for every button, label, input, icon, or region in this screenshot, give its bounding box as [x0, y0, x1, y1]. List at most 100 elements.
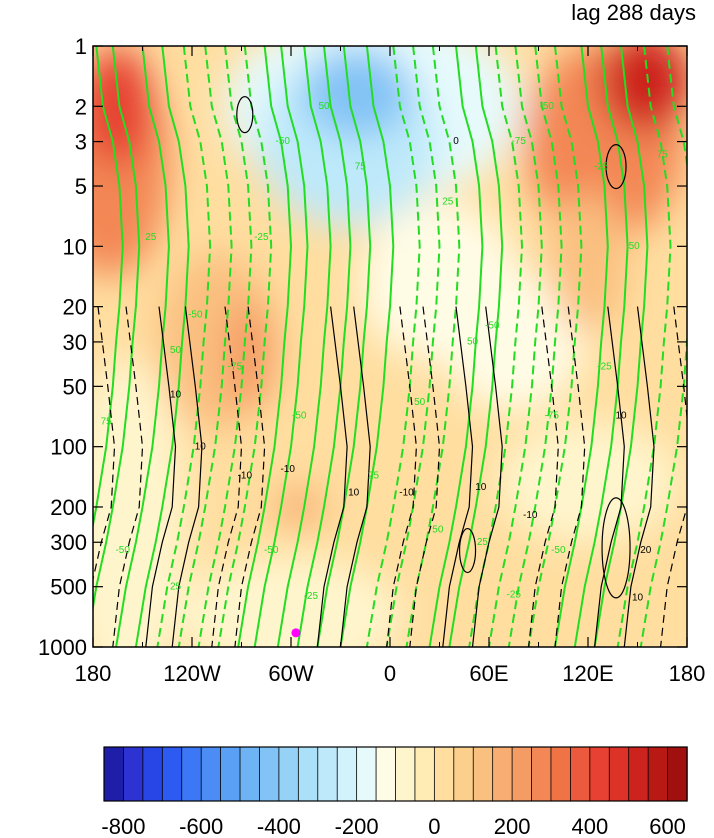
colorbar-swatch — [453, 746, 474, 802]
colorbar-frame — [103, 746, 688, 802]
colorbar-swatch — [123, 746, 144, 802]
green-contour — [237, 46, 293, 647]
y-tick-label: 1 — [75, 34, 87, 59]
colorbar-swatch — [336, 746, 358, 802]
green-contour — [593, 46, 649, 647]
green-contour-label: 25 — [170, 581, 182, 592]
black-contour-label: 10 — [475, 482, 487, 493]
green-contour-label: 50 — [629, 241, 641, 252]
green-contour — [448, 46, 504, 647]
black-contour-label: -10 — [399, 487, 414, 498]
black-contour — [528, 306, 559, 647]
colorbar-swatch — [395, 746, 416, 802]
green-contour — [115, 46, 170, 647]
green-contour-label: 50 — [414, 397, 426, 408]
green-contour-label: -50 — [485, 321, 500, 332]
y-tick-label: 50 — [63, 374, 87, 399]
shading-blob — [302, 47, 412, 138]
colorbar: -800-600-400-2000200400600800 — [101, 746, 688, 838]
colorbar-swatch — [570, 746, 591, 802]
black-contour-label: 10 — [170, 389, 182, 400]
green-contour — [296, 46, 352, 647]
colorbar-swatch — [414, 746, 436, 802]
green-contour-label: 25 — [442, 197, 454, 208]
green-contour-label: -50 — [551, 545, 566, 556]
marker — [291, 628, 301, 638]
green-contour-label: -25 — [507, 590, 522, 601]
green-contour-label: -50 — [115, 545, 130, 556]
x-tick-label: 0 — [384, 661, 396, 686]
green-contour-label: -50 — [188, 310, 203, 321]
colorbar-swatch — [239, 746, 261, 802]
y-tick-label: 2 — [75, 94, 87, 119]
shading-blob — [498, 421, 678, 542]
green-contour — [197, 46, 253, 647]
y-tick-label: 100 — [50, 435, 87, 460]
green-contour-label: -75 — [228, 362, 243, 373]
black-contour — [554, 306, 586, 647]
green-contour — [156, 46, 212, 647]
black-contour-label: 10 — [195, 441, 207, 452]
colorbar-label: 0 — [428, 814, 440, 838]
colorbar-swatch — [550, 746, 572, 802]
green-contour-label: 75 — [355, 161, 367, 172]
y-tick-label: 500 — [50, 575, 87, 600]
green-contour-label: -50 — [276, 136, 291, 147]
green-contour — [428, 46, 484, 647]
colorbar-swatch — [200, 746, 222, 802]
colorbar-swatch — [103, 746, 125, 802]
colorbar-swatch — [142, 746, 164, 802]
black-contour-label: -10 — [523, 510, 538, 521]
black-contour — [234, 306, 266, 647]
green-contour-label: 75 — [101, 416, 113, 427]
green-contour-label: 25 — [477, 537, 489, 548]
green-contour — [93, 46, 141, 613]
green-contour — [93, 46, 124, 531]
green-contour — [177, 46, 233, 647]
green-contour-label: 50 — [467, 337, 479, 348]
black-contour — [594, 306, 625, 647]
green-contour-label: -25 — [594, 161, 609, 172]
green-contour — [488, 46, 543, 647]
green-contour — [276, 46, 332, 647]
green-contour — [217, 46, 273, 647]
green-contour — [554, 46, 609, 647]
y-tick-label: 20 — [63, 295, 87, 320]
colorbar-label: 200 — [494, 814, 531, 838]
colorbar-swatch — [161, 746, 183, 802]
green-contour-label: -50 — [292, 410, 307, 421]
green-contour-label: 50 — [318, 101, 330, 112]
colorbar-swatch — [511, 746, 533, 802]
colorbar-swatch — [375, 746, 397, 802]
y-tick-label: 10 — [63, 234, 87, 259]
colorbar-label: -200 — [335, 814, 379, 838]
green-contour-label: -50 — [540, 101, 555, 112]
colorbar-swatch — [667, 746, 688, 802]
colorbar-swatch — [531, 746, 552, 802]
black-contour-label: 10 — [348, 487, 360, 498]
colorbar-swatch — [628, 746, 649, 802]
green-contour-label: -25 — [304, 591, 319, 602]
black-contour — [471, 306, 503, 647]
black-contour-loop — [605, 144, 627, 190]
green-contour — [507, 46, 563, 647]
shading-blob — [93, 46, 153, 167]
black-contour-loop — [458, 527, 477, 574]
green-contour-label: -25 — [597, 362, 612, 373]
green-contour-label: -25 — [254, 232, 269, 243]
contour-labels: 25 50 75 -50 -75 -25 -50 50 75 -50 25 50 25 50 -50 -75 -… — [101, 101, 669, 604]
green-contour-label: 25 — [145, 232, 157, 243]
black-contour-label: -10 — [238, 471, 253, 482]
magenta-dot — [291, 628, 301, 638]
x-tick-label: 120W — [163, 661, 221, 686]
colorbar-swatch — [259, 746, 280, 802]
colorbar-label: -800 — [101, 814, 145, 838]
black-contour-label: 10 — [615, 410, 627, 421]
green-contour — [405, 46, 461, 647]
x-tick-label: 120E — [562, 661, 613, 686]
black-contour — [409, 306, 441, 647]
x-tick-label: 180 — [669, 661, 706, 686]
black-contour-loop — [236, 95, 254, 134]
black-contour — [93, 306, 116, 582]
